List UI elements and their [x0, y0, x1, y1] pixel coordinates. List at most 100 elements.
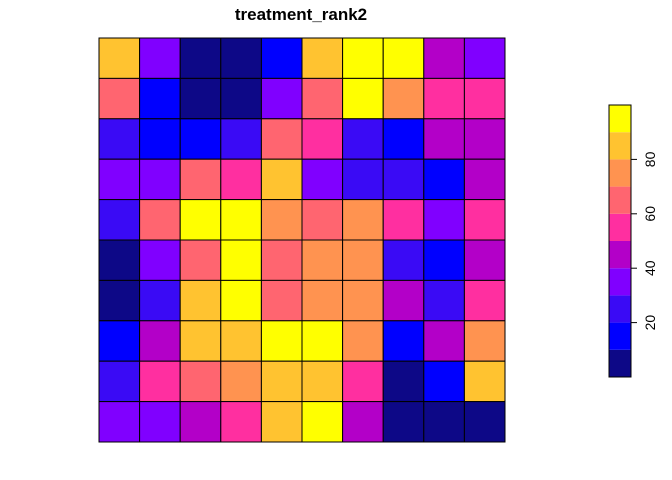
heatmap-cell [220, 199, 262, 241]
legend-swatch [609, 295, 631, 323]
heatmap-cell [179, 360, 222, 403]
heatmap-cell [463, 118, 506, 160]
heatmap-cell [382, 77, 425, 120]
heatmap-cell [463, 158, 506, 201]
heatmap-cell [220, 360, 262, 403]
chart-title: treatment_rank2 [235, 5, 367, 24]
heatmap-cell [260, 401, 303, 443]
heatmap-cell [382, 320, 425, 362]
heatmap-cell [463, 360, 506, 403]
heatmap-cell [342, 37, 384, 79]
heatmap-cell [342, 158, 384, 201]
heatmap-cell [342, 77, 384, 120]
heatmap-cell [139, 320, 181, 362]
heatmap-cell [463, 199, 506, 241]
heatmap-cell [423, 199, 465, 241]
heatmap-cell [342, 320, 384, 362]
heatmap-cell [220, 239, 262, 281]
heatmap-cell [139, 118, 181, 160]
legend-swatch [609, 159, 631, 187]
heatmap-cell [463, 401, 506, 443]
heatmap-cell [301, 360, 344, 403]
heatmap-cell [342, 199, 384, 241]
legend-border [608, 104, 632, 378]
heatmap-cell [260, 279, 303, 322]
heatmap-cell [98, 37, 141, 79]
heatmap-cell [260, 158, 303, 201]
heatmap-cell [220, 158, 262, 201]
heatmap-cell [98, 199, 141, 241]
heatmap-cell [342, 239, 384, 281]
heatmap-cell [260, 360, 303, 403]
heatmap-cell [179, 320, 222, 362]
legend-tick-label: 60 [642, 206, 658, 222]
heatmap-cell [423, 320, 465, 362]
heatmap-cell [382, 158, 425, 201]
heatmap-cell [423, 158, 465, 201]
heatmap-cell [463, 37, 506, 79]
legend-swatch [609, 213, 631, 241]
heatmap-cell [220, 279, 262, 322]
legend-swatch [609, 268, 631, 296]
heatmap-cell [301, 239, 344, 281]
legend-swatch [609, 349, 631, 377]
heatmap-cell [382, 279, 425, 322]
heatmap-cell [301, 279, 344, 322]
heatmap-cell [98, 239, 141, 281]
heatmap-cell [179, 199, 222, 241]
heatmap-cell [260, 77, 303, 120]
heatmap-cell [139, 77, 181, 120]
heatmap-cell [179, 118, 222, 160]
heatmap-cell [463, 320, 506, 362]
heatmap-cell [342, 360, 384, 403]
heatmap-cell [220, 401, 262, 443]
heatmap-cell [423, 37, 465, 79]
legend-tick-label: 80 [642, 151, 658, 167]
heatmap-cell [342, 279, 384, 322]
heatmap-cell [423, 360, 465, 403]
heatmap-cell [342, 118, 384, 160]
heatmap-cell [139, 239, 181, 281]
heatmap-cell [179, 239, 222, 281]
heatmap-cell [260, 320, 303, 362]
heatmap-cell [98, 158, 141, 201]
heatmap-cell [301, 118, 344, 160]
heatmap-cell [98, 77, 141, 120]
heatmap-cell [301, 401, 344, 443]
heatmap-cell [98, 320, 141, 362]
heatmap-cell [423, 118, 465, 160]
heatmap-grid [98, 37, 506, 443]
heatmap-cell [301, 37, 344, 79]
heatmap-cell [179, 77, 222, 120]
heatmap-cell [98, 279, 141, 322]
heatmap-cell [139, 279, 181, 322]
legend-tick-label: 20 [642, 315, 658, 331]
heatmap-cell [139, 360, 181, 403]
heatmap-cell [463, 279, 506, 322]
heatmap-cell [220, 77, 262, 120]
heatmap-cell [463, 77, 506, 120]
heatmap-cell [260, 239, 303, 281]
heatmap-cell [179, 158, 222, 201]
heatmap-cell [179, 37, 222, 79]
legend-swatch [609, 322, 631, 350]
heatmap-cell [139, 158, 181, 201]
heatmap-cell [179, 401, 222, 443]
heatmap-cell [98, 401, 141, 443]
heatmap-cell [382, 199, 425, 241]
heatmap-cell [423, 401, 465, 443]
heatmap-cell [301, 77, 344, 120]
heatmap-cell [301, 320, 344, 362]
heatmap-cell [382, 360, 425, 403]
legend-swatch [609, 132, 631, 160]
heatmap-cell [260, 199, 303, 241]
heatmap-cell [382, 401, 425, 443]
heatmap-cell [423, 77, 465, 120]
heatmap-cell [382, 239, 425, 281]
heatmap-cell [179, 279, 222, 322]
heatmap-cell [260, 37, 303, 79]
heatmap-cell [139, 37, 181, 79]
legend-tick-label: 40 [642, 260, 658, 276]
heatmap-cell [220, 37, 262, 79]
